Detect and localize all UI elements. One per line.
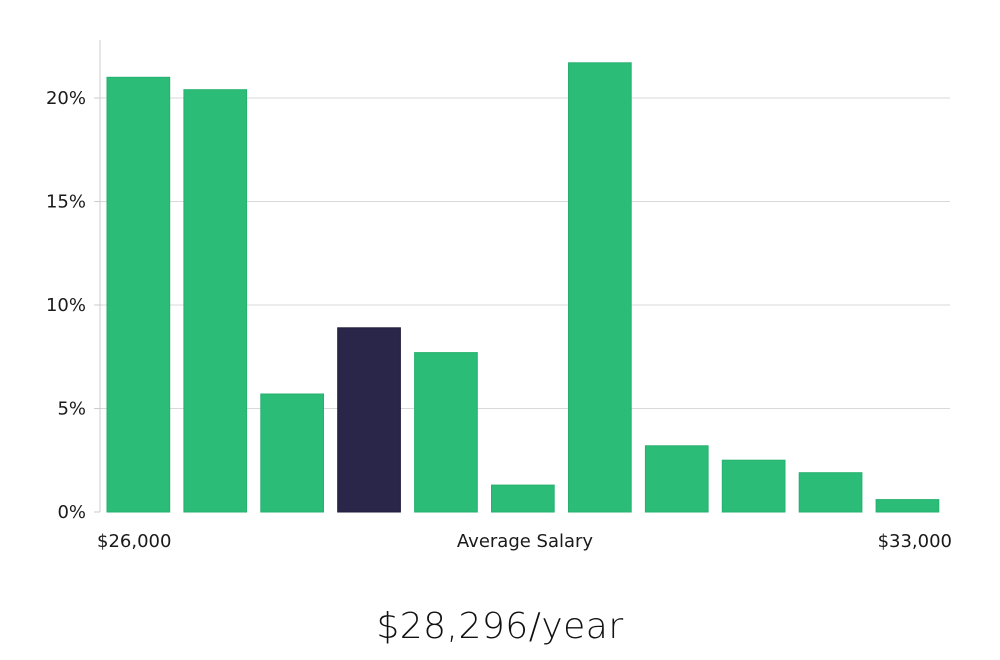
bar — [721, 459, 786, 513]
bar — [414, 352, 478, 513]
bar — [875, 499, 940, 513]
x-tick-label-right: $33,000 — [878, 531, 952, 552]
bar — [568, 62, 632, 513]
bar — [798, 472, 863, 513]
bar — [491, 484, 555, 513]
x-tick-label-left: $26,000 — [97, 531, 171, 552]
bar — [106, 76, 171, 513]
y-tick-label: 5% — [57, 398, 86, 419]
y-tick-label: 20% — [46, 88, 86, 109]
bar — [260, 393, 324, 513]
salary-histogram: 0% 5% 10% 15% 20% $26,000 Average Salary $33… — [46, 40, 952, 552]
bar — [183, 89, 248, 513]
y-tick-label: 0% — [57, 502, 86, 523]
chart-svg: 0% 5% 10% 15% 20% $26,000 Average Salary $33… — [46, 40, 952, 552]
x-axis-label: Average Salary — [457, 531, 594, 552]
y-tick-labels: 0% 5% 10% 15% 20% — [46, 88, 100, 523]
y-tick-label: 10% — [46, 295, 86, 316]
y-tick-label: 15% — [46, 191, 86, 212]
bar — [644, 445, 709, 513]
average-salary-summary: $28,296/year — [376, 606, 624, 647]
bar-highlighted — [337, 327, 401, 513]
bars — [106, 62, 940, 513]
